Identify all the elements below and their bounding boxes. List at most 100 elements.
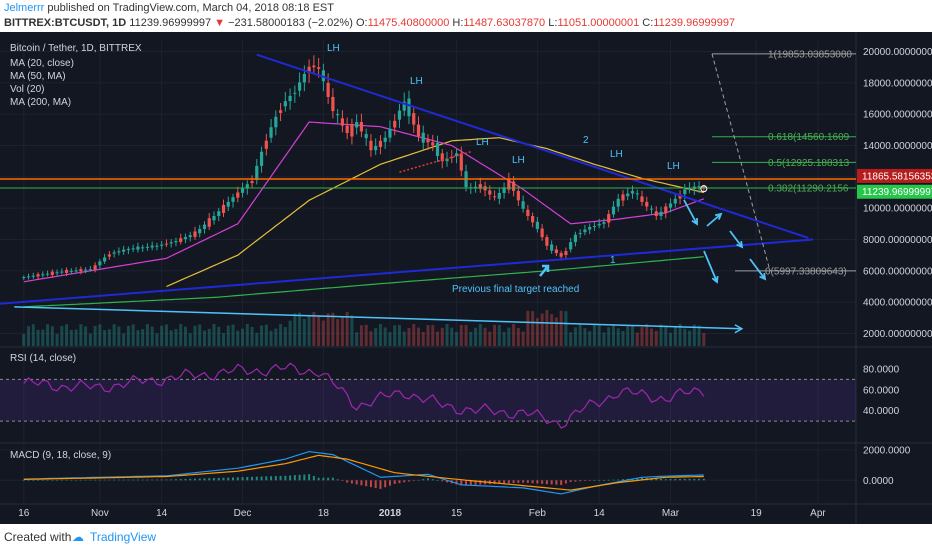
volume-bar xyxy=(650,328,654,346)
candle-body xyxy=(569,242,573,250)
candle-body xyxy=(488,190,492,195)
macd-histogram-bar xyxy=(612,479,615,481)
symbol-line: BITTREX:BTCUSDT, 1D 11239.96999997 ▼ −23… xyxy=(4,17,735,29)
legend-title: Bitcoin / Tether, 1D, BITTREX xyxy=(10,43,142,54)
candle-body xyxy=(36,274,40,277)
rsi-label[interactable]: RSI (14, close) xyxy=(10,353,76,364)
candle-body xyxy=(22,277,26,279)
volume-bar xyxy=(692,324,696,346)
volume-bar xyxy=(521,331,525,346)
projection-arrowhead xyxy=(759,272,767,281)
candle-body xyxy=(545,237,549,246)
candle-body xyxy=(397,110,402,120)
macd-histogram-bar xyxy=(365,480,368,487)
volume-bar xyxy=(69,329,73,346)
author-link[interactable]: Jelmerrr xyxy=(4,2,45,14)
volume-bar xyxy=(507,327,511,346)
candle-body xyxy=(236,192,240,198)
volume-bar xyxy=(36,329,40,346)
target-note: Previous final target reached xyxy=(452,284,579,295)
macd-histogram-bar xyxy=(664,479,667,481)
lh-label-3: LH xyxy=(476,137,489,148)
volume-bar xyxy=(402,331,406,346)
candle-body xyxy=(79,269,83,272)
macd-histogram-bar xyxy=(479,480,482,485)
candle-body xyxy=(635,193,639,195)
volume-bar xyxy=(374,328,378,346)
volume-bar xyxy=(626,324,630,346)
macd-histogram-bar xyxy=(446,480,449,483)
volume-bar xyxy=(112,324,116,346)
candle-body xyxy=(60,271,64,273)
volume-bar xyxy=(431,324,435,346)
macd-label[interactable]: MACD (9, 18, close, 9) xyxy=(10,450,111,461)
close-label: C: xyxy=(642,17,654,29)
chart-canvas[interactable]: 16 Nov 14 Dec 18 2018 15 Feb 14 Mar 19 Apr 20000.000… xyxy=(0,32,932,524)
legend-ma20[interactable]: MA (20, close) xyxy=(10,58,74,69)
price-tag-bg xyxy=(857,184,932,199)
candle-body xyxy=(126,248,130,251)
candle-body xyxy=(383,137,387,142)
legend-ma200[interactable]: MA (200, MA) xyxy=(10,97,71,108)
volume-bar xyxy=(393,325,397,346)
macd-histogram-bar xyxy=(660,478,663,481)
volume-bar xyxy=(578,324,582,346)
candle-body xyxy=(88,269,92,271)
legend-ma50[interactable]: MA (50, MA) xyxy=(10,71,66,82)
macd-histogram-bar xyxy=(151,479,154,481)
volume-bar xyxy=(388,332,392,346)
volume-bar xyxy=(531,311,535,346)
macd-histogram-bar xyxy=(322,477,325,481)
volume-bar xyxy=(502,331,506,346)
candle-body xyxy=(407,98,411,117)
candle-body xyxy=(359,122,364,132)
volume-bar xyxy=(107,329,111,346)
candle-body xyxy=(107,254,111,257)
candle-body xyxy=(84,269,88,271)
volume-bar xyxy=(483,327,487,346)
macd-histogram-bar xyxy=(679,478,682,481)
volume-bar xyxy=(141,329,145,346)
volume-bar xyxy=(359,325,363,346)
macd-histogram-bar xyxy=(303,474,306,481)
candle-body xyxy=(592,226,597,228)
candle-body xyxy=(64,269,69,273)
candle-body xyxy=(683,189,687,195)
candle-body xyxy=(336,114,340,116)
x-tick-label: 19 xyxy=(751,508,763,519)
candle-body xyxy=(207,218,211,227)
candle-body xyxy=(55,272,59,274)
volume-bar xyxy=(350,315,354,346)
volume-bar xyxy=(459,325,463,346)
volume-bar xyxy=(202,330,206,346)
x-tick-label: 14 xyxy=(594,508,606,519)
macd-histogram-bar xyxy=(270,476,273,481)
volume-bar xyxy=(307,316,311,346)
y-tick-label: 16000.00000000 xyxy=(863,110,932,121)
macd-histogram-bar xyxy=(550,480,553,485)
volume-bar xyxy=(597,325,601,346)
volume-bar xyxy=(478,324,482,346)
ma-20-line xyxy=(23,121,705,283)
volume-bar xyxy=(298,312,302,346)
volume-bar xyxy=(640,327,644,346)
volume-bar xyxy=(583,328,587,346)
fib-level-label: 1(19853.03853080 xyxy=(768,49,852,60)
macd-tick-label: 2000.0000 xyxy=(863,446,911,457)
macd-histogram-bar xyxy=(232,477,235,481)
volume-bar xyxy=(198,324,202,346)
macd-histogram-bar xyxy=(460,480,463,486)
macd-histogram-bar xyxy=(189,478,192,481)
tradingview-brand-link[interactable]: TradingView xyxy=(90,530,157,544)
macd-histogram-bar xyxy=(193,478,196,481)
volume-bar xyxy=(678,324,682,346)
legend-vol[interactable]: Vol (20) xyxy=(10,84,44,95)
volume-bar xyxy=(573,327,577,346)
macd-histogram-bar xyxy=(374,480,377,489)
candle-body xyxy=(112,252,116,254)
candle-body xyxy=(697,186,701,188)
volume-bar xyxy=(488,331,492,346)
x-tick-label: Feb xyxy=(529,508,547,519)
candle-body xyxy=(174,241,178,243)
volume-bar xyxy=(84,326,88,346)
